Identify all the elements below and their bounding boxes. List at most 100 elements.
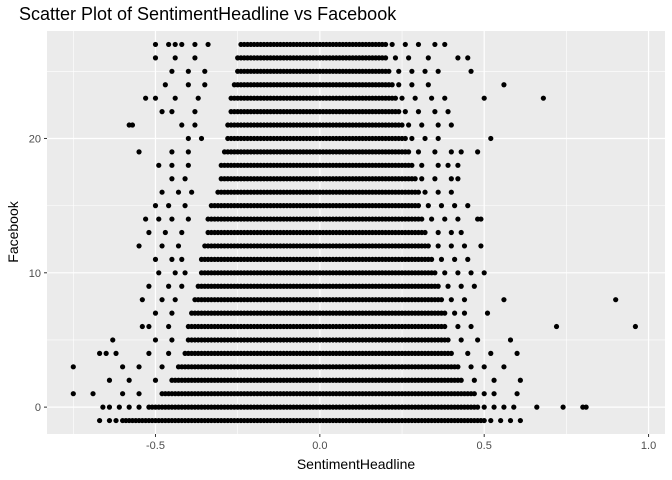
data-point [481,270,487,276]
data-point [478,216,484,222]
data-point [392,95,399,101]
data-point [455,270,461,276]
data-point [452,203,458,209]
data-point [106,417,113,424]
data-point [113,350,119,356]
data-point [152,337,159,343]
data-point [172,41,178,48]
data-point [455,55,461,61]
data-point [152,203,159,209]
data-point [613,297,619,303]
data-point [152,41,159,48]
data-point [136,404,142,410]
data-point [465,256,471,262]
data-point [169,216,175,222]
data-point [465,55,471,61]
data-point [468,270,474,276]
data-point [179,41,185,48]
data-point [458,149,464,155]
data-point [507,417,514,424]
data-point [386,68,392,74]
data-point [435,189,441,195]
data-point [442,95,448,101]
data-point [514,350,520,356]
data-point [632,323,639,330]
data-point [185,162,191,168]
data-point [189,189,195,195]
data-point [113,417,119,424]
data-point [455,216,461,222]
x-tick-label: 1.0 [641,440,656,452]
data-point [435,135,441,142]
data-points [70,41,639,424]
data-point [179,122,185,128]
data-point [172,95,178,101]
data-point [389,82,395,88]
data-point [169,256,175,262]
data-point [432,270,438,276]
data-point [461,297,468,303]
data-point [179,229,185,236]
data-point [396,68,402,74]
data-point [458,337,464,343]
data-point [120,391,126,397]
data-point [419,216,425,222]
data-point [488,417,494,424]
data-point [432,149,438,155]
data-point [442,323,448,330]
data-point [491,377,497,383]
data-point [432,176,438,182]
data-point [409,82,415,88]
data-point [192,109,198,115]
data-point [455,364,461,370]
data-point [475,149,481,155]
data-point [396,109,402,115]
chart-title: Scatter Plot of SentimentHeadline vs Fac… [19,4,397,24]
x-axis-ticks: -0.5 0.0 0.5 1.0 [146,434,656,452]
data-point [96,417,103,424]
data-point [202,68,208,74]
data-point [192,41,198,48]
data-point [442,216,448,222]
data-point [438,297,445,303]
data-point [514,391,520,397]
data-point [146,229,152,236]
data-point [169,149,175,155]
data-point [152,310,159,316]
data-point [501,364,507,370]
data-point [116,404,122,410]
data-point [136,391,142,397]
data-point [415,203,422,209]
data-point [501,404,507,410]
y-axis-title: Facebook [5,200,21,262]
data-point [96,350,103,356]
data-point [415,109,422,115]
y-tick-label: 0 [35,402,41,414]
data-point [172,270,178,276]
data-point [136,364,142,370]
data-point [419,176,425,182]
data-point [458,283,464,289]
data-point [172,55,178,61]
data-point [432,41,438,48]
data-point [448,189,454,195]
data-point [136,149,142,155]
data-point [425,82,431,88]
data-point [405,149,412,155]
data-point [461,243,468,249]
data-point [103,350,109,356]
data-point [468,323,474,330]
data-point [192,55,198,61]
data-point [162,229,168,236]
data-point [139,297,145,303]
data-point [455,323,461,330]
data-point [399,122,405,128]
data-point [458,377,464,383]
x-tick-label: 0.5 [477,440,492,452]
data-point [169,176,175,182]
data-point [452,256,458,262]
data-point [159,364,165,370]
data-point [185,68,191,74]
data-point [169,162,175,168]
data-point [405,122,412,128]
